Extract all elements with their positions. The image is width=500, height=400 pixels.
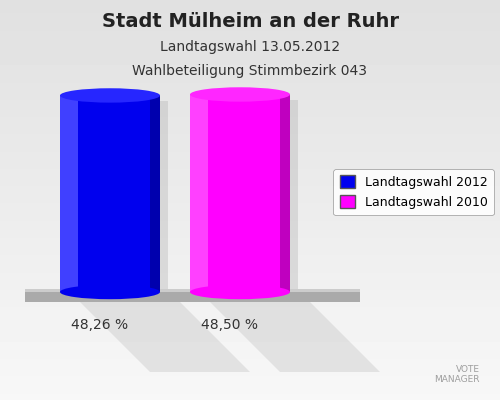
Text: 48,50 %: 48,50 % (202, 318, 258, 332)
Bar (25, 289, 360, 292)
Bar (150, 96, 160, 292)
Polygon shape (200, 292, 380, 372)
Ellipse shape (190, 285, 290, 299)
Ellipse shape (190, 87, 290, 102)
Bar (280, 94, 290, 292)
Text: Stadt Mülheim an der Ruhr: Stadt Mülheim an der Ruhr (102, 12, 399, 31)
Bar (190, 94, 208, 292)
Bar (60, 96, 160, 292)
Text: Wahlbeteiligung Stimmbezirk 043: Wahlbeteiligung Stimmbezirk 043 (132, 64, 368, 78)
Text: 48,26 %: 48,26 % (72, 318, 128, 332)
Polygon shape (198, 100, 298, 298)
Ellipse shape (60, 88, 160, 103)
Bar (25, 292, 360, 302)
Polygon shape (68, 102, 168, 298)
Text: Landtagswahl 13.05.2012: Landtagswahl 13.05.2012 (160, 40, 340, 54)
Polygon shape (70, 292, 250, 372)
Legend: Landtagswahl 2012, Landtagswahl 2010: Landtagswahl 2012, Landtagswahl 2010 (334, 169, 494, 215)
Bar (60, 96, 78, 292)
Bar (190, 94, 290, 292)
Ellipse shape (60, 285, 160, 299)
Text: VOTE
MANAGER: VOTE MANAGER (434, 365, 480, 384)
